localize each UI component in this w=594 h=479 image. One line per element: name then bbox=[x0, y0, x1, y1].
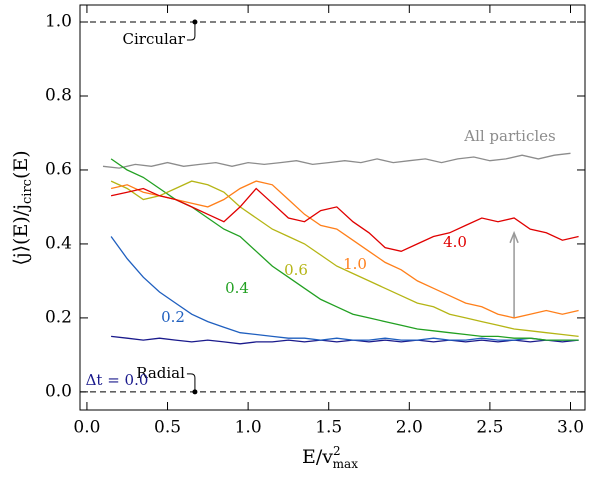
annotation-leader bbox=[186, 373, 196, 392]
x-tick-label: 1.5 bbox=[315, 418, 342, 438]
series-line bbox=[102, 152, 571, 169]
series-line bbox=[110, 236, 579, 341]
series-label: 1.0 bbox=[343, 255, 367, 273]
x-tick-label: 2.0 bbox=[396, 418, 423, 438]
y-tick-label: 0.8 bbox=[45, 85, 72, 105]
x-axis-label: E/v2 max bbox=[302, 444, 358, 471]
x-tick-label: 2.5 bbox=[476, 418, 503, 438]
plot-frame bbox=[79, 4, 586, 411]
x-label-base: E/v bbox=[302, 446, 333, 468]
series-label: 4.0 bbox=[443, 233, 467, 251]
y-axis-label: ⟨j⟩(E)/jcirc(E) bbox=[10, 150, 35, 265]
y-label-base: ⟨j⟩(E)/j bbox=[10, 204, 32, 266]
y-tick-label: 0.0 bbox=[45, 381, 72, 401]
series-line bbox=[110, 187, 579, 252]
annotation: Circular bbox=[123, 30, 186, 48]
x-tick-label: 0.5 bbox=[154, 418, 181, 438]
series-label: 0.4 bbox=[225, 279, 249, 297]
series-label: Δt = 0.0 bbox=[86, 371, 149, 389]
y-label-sub: circ bbox=[20, 179, 35, 204]
x-label-sub: max bbox=[333, 457, 359, 471]
series-label: 0.2 bbox=[161, 308, 185, 326]
y-tick-label: 0.4 bbox=[45, 233, 72, 253]
series-line bbox=[110, 180, 579, 338]
series-label: 0.6 bbox=[284, 261, 308, 279]
x-label-sup: 2 bbox=[333, 444, 341, 458]
annotation: Radial bbox=[136, 364, 185, 382]
arrow-head bbox=[509, 230, 519, 244]
annotation-leader bbox=[186, 22, 196, 41]
series-line bbox=[110, 180, 579, 319]
y-label-tail: (E) bbox=[10, 150, 32, 179]
y-tick-label: 1.0 bbox=[45, 12, 72, 32]
series-line bbox=[111, 335, 579, 345]
series-label: All particles bbox=[463, 127, 556, 145]
x-tick-label: 1.0 bbox=[235, 418, 262, 438]
y-tick-label: 0.6 bbox=[45, 159, 72, 179]
x-tick-label: 3.0 bbox=[557, 418, 584, 438]
y-tick-label: 0.2 bbox=[45, 307, 72, 327]
x-tick-label: 0.0 bbox=[73, 418, 100, 438]
